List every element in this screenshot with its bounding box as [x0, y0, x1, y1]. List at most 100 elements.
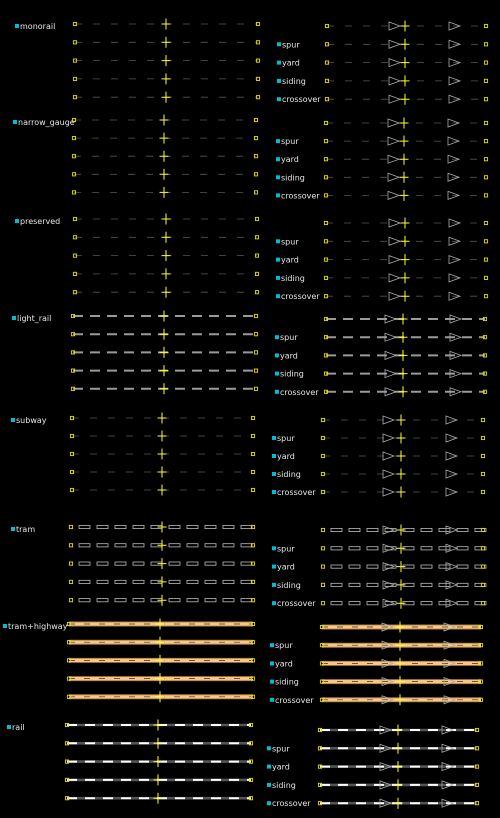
endpoint-node — [323, 139, 329, 144]
legend-swatch — [275, 335, 279, 340]
endpoint-node — [320, 435, 326, 441]
legend-swatch — [270, 643, 274, 648]
endpoint-node — [320, 601, 326, 606]
endpoint-node — [71, 136, 77, 141]
endpoint-node — [70, 350, 76, 355]
junction-cross-icon — [396, 468, 406, 480]
endpoint-node — [483, 23, 489, 29]
track-segment — [204, 579, 217, 584]
track-segment — [132, 579, 145, 584]
direction-arrow-icon — [441, 798, 455, 808]
legend-swatch — [267, 801, 271, 806]
group-label: monorail — [20, 22, 55, 31]
endpoint-node — [482, 389, 488, 394]
track-segment — [204, 525, 217, 530]
legend-group-monorail: monorail spur yard siding crossover — [15, 18, 489, 105]
endpoint-node — [317, 764, 323, 769]
junction-cross-icon — [157, 576, 167, 588]
variant-label-siding: siding — [272, 781, 296, 790]
endpoint-node — [317, 746, 323, 751]
endpoint-node — [483, 275, 489, 280]
endpoint-node — [255, 40, 261, 45]
legend-swatch — [3, 624, 7, 628]
junction-cross-icon — [399, 189, 409, 201]
legend-swatch — [15, 24, 19, 28]
legend-swatch — [275, 371, 279, 376]
junction-cross-icon — [161, 55, 171, 67]
track-segment — [222, 598, 235, 603]
endpoint-node — [71, 154, 77, 159]
variant-label-yard: yard — [277, 563, 295, 572]
direction-arrow-icon — [445, 487, 459, 497]
junction-cross-icon — [157, 521, 167, 533]
junction-cross-icon — [393, 761, 403, 773]
direction-arrow-icon — [379, 780, 393, 790]
variant-label-yard: yard — [275, 659, 293, 668]
endpoint-node — [72, 290, 78, 295]
track-segment — [420, 528, 433, 533]
endpoint-node — [482, 371, 488, 376]
track-segment — [96, 543, 109, 548]
endpoint-node — [72, 235, 78, 240]
endpoint-node — [248, 777, 254, 782]
endpoint-node — [323, 157, 329, 162]
track-segment — [78, 525, 91, 530]
endpoint-node — [250, 579, 256, 584]
junction-cross-icon — [400, 20, 410, 32]
endpoint-node — [255, 21, 261, 27]
direction-arrow-icon — [445, 543, 459, 553]
endpoint-node — [482, 316, 488, 322]
endpoint-node — [324, 42, 330, 47]
endpoint-node — [71, 172, 77, 177]
legend-swatch — [267, 746, 271, 751]
direction-arrow-icon — [382, 451, 396, 461]
track-segment — [474, 546, 487, 551]
direction-arrow-icon — [388, 291, 402, 301]
legend-swatch — [272, 582, 276, 587]
variant-label-yard: yard — [281, 256, 299, 265]
track-segment — [132, 543, 145, 548]
track-segment — [456, 528, 469, 533]
endpoint-node — [72, 95, 78, 100]
junction-cross-icon — [159, 186, 169, 198]
direction-arrow-icon — [441, 725, 455, 735]
variant-label-spur: spur — [281, 137, 299, 146]
track-segment — [132, 598, 145, 603]
track-segment — [222, 543, 235, 548]
track-segment — [240, 598, 253, 603]
variant-label-spur: spur — [277, 544, 295, 553]
endpoint-node — [253, 313, 259, 319]
junction-cross-icon — [157, 558, 167, 570]
legend-swatch — [272, 472, 276, 476]
direction-arrow-icon — [449, 387, 463, 397]
track-segment — [240, 543, 253, 548]
direction-arrow-icon — [384, 332, 398, 342]
direction-arrow-icon — [445, 415, 459, 425]
direction-arrow-icon — [388, 58, 402, 68]
variant-label-crossover: crossover — [282, 95, 321, 104]
direction-arrow-icon — [443, 622, 457, 632]
endpoint-node — [64, 796, 70, 801]
endpoint-node — [324, 78, 330, 83]
endpoint-node — [319, 697, 325, 702]
legend-swatch — [276, 139, 280, 144]
endpoint-node — [320, 489, 326, 495]
endpoint-node — [64, 741, 70, 746]
direction-arrow-icon — [387, 190, 401, 200]
variant-label-crossover: crossover — [281, 191, 320, 200]
track-segment — [474, 564, 487, 569]
direction-arrow-icon — [449, 314, 463, 324]
junction-cross-icon — [393, 779, 403, 791]
junction-cross-icon — [399, 135, 409, 147]
endpoint-node — [483, 294, 489, 299]
endpoint-node — [483, 239, 489, 244]
group-label: tram+highway — [8, 622, 68, 631]
endpoint-node — [254, 216, 260, 222]
legend-swatch — [267, 782, 271, 787]
junction-cross-icon — [159, 132, 169, 144]
direction-arrow-icon — [379, 762, 393, 772]
endpoint-node — [320, 582, 326, 587]
variant-label-spur: spur — [280, 333, 298, 342]
endpoint-node — [254, 290, 260, 295]
